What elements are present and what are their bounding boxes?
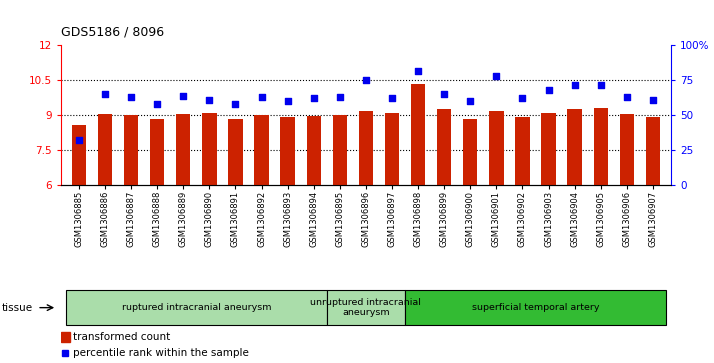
Bar [228, 119, 243, 185]
Bar [124, 115, 139, 185]
Point [99, 91, 111, 97]
Text: transformed count: transformed count [73, 332, 170, 342]
Bar [333, 115, 347, 185]
Point [647, 97, 658, 103]
Point [491, 73, 502, 79]
Bar [66, 290, 327, 325]
Bar [72, 125, 86, 185]
Point [334, 94, 346, 100]
Point [178, 93, 189, 99]
Point [308, 95, 319, 101]
Point [151, 101, 163, 107]
Bar [645, 117, 660, 185]
Bar [405, 290, 666, 325]
Bar [568, 109, 582, 185]
Point [413, 68, 424, 73]
Bar [327, 290, 405, 325]
Text: percentile rank within the sample: percentile rank within the sample [73, 348, 248, 358]
Text: superficial temporal artery: superficial temporal artery [472, 303, 599, 312]
Point [465, 98, 476, 104]
Bar [411, 84, 426, 185]
Bar [620, 114, 634, 185]
Bar [437, 109, 451, 185]
Bar [385, 113, 399, 185]
Bar [489, 111, 503, 185]
Bar [358, 111, 373, 185]
Text: ruptured intracranial aneurysm: ruptured intracranial aneurysm [121, 303, 271, 312]
Point [256, 94, 267, 100]
Bar [463, 119, 478, 185]
Point [203, 97, 215, 103]
Text: tissue: tissue [2, 303, 34, 313]
Text: GDS5186 / 8096: GDS5186 / 8096 [61, 25, 164, 38]
Point [386, 95, 398, 101]
Point [543, 87, 554, 93]
Point [569, 82, 580, 87]
Bar [202, 113, 216, 185]
Point [74, 138, 85, 143]
Bar [176, 114, 191, 185]
Bar [593, 108, 608, 185]
Bar [306, 117, 321, 185]
Bar [150, 119, 164, 185]
Bar [281, 117, 295, 185]
Point [595, 82, 606, 87]
Point [360, 77, 371, 83]
Text: unruptured intracranial
aneurysm: unruptured intracranial aneurysm [311, 298, 421, 317]
Point [438, 91, 450, 97]
Point [621, 94, 633, 100]
Bar [541, 113, 555, 185]
Point [230, 101, 241, 107]
Point [126, 94, 137, 100]
Bar [61, 332, 70, 342]
Point [282, 98, 293, 104]
Point [517, 95, 528, 101]
Bar [516, 117, 530, 185]
Bar [98, 114, 112, 185]
Bar [254, 115, 268, 185]
